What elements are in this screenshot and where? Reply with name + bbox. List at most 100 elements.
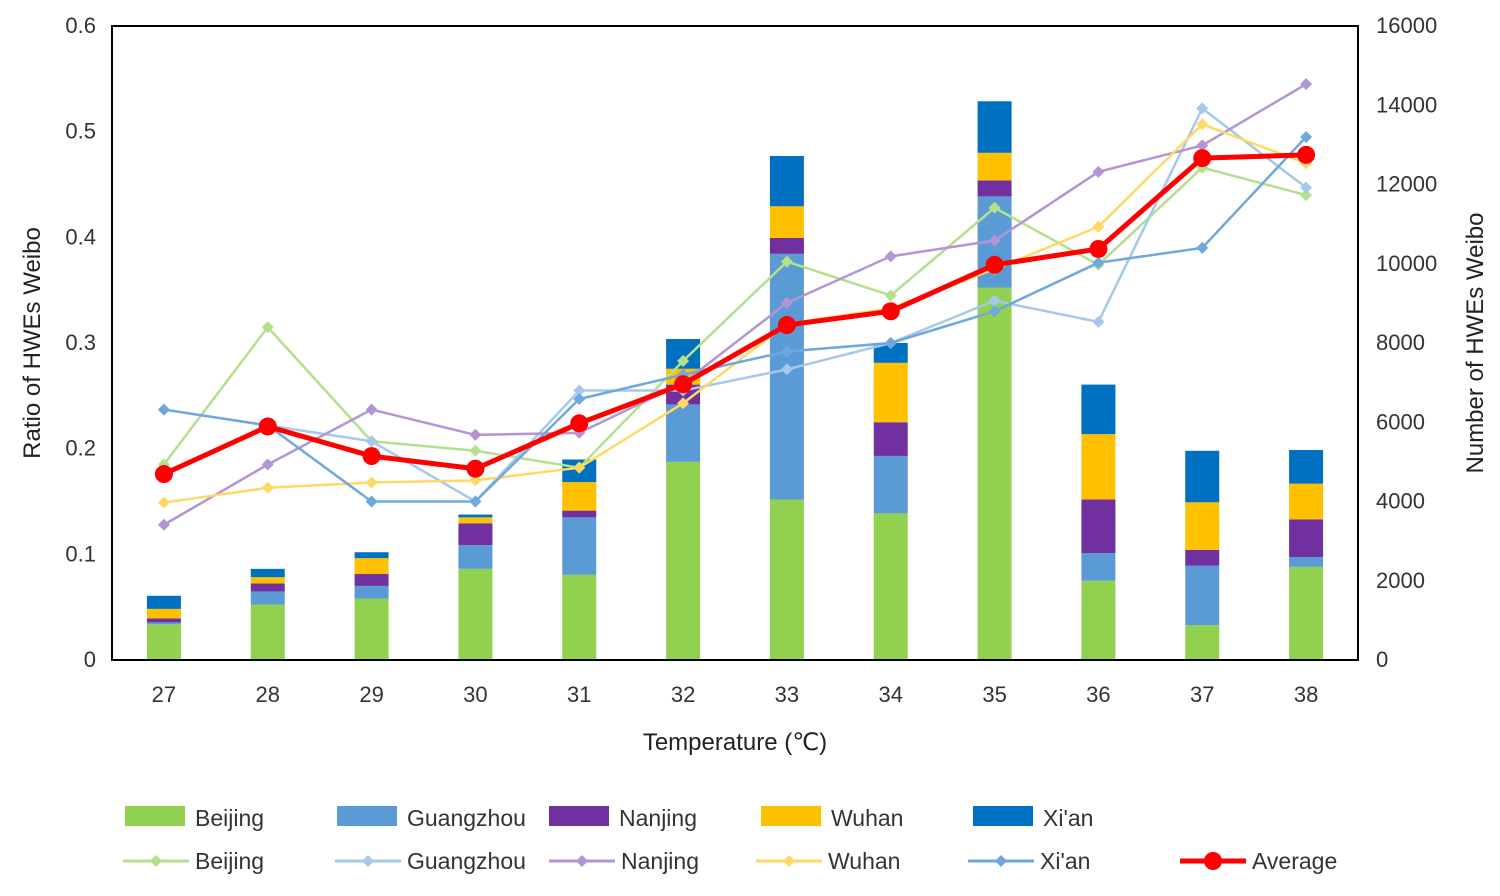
x-tick-label: 35 xyxy=(982,682,1006,707)
bar-guangzhou-31 xyxy=(562,517,597,575)
point-guangzhou-36 xyxy=(1092,315,1105,328)
point-average-29 xyxy=(362,447,381,466)
bar-nanjing-35 xyxy=(977,180,1012,197)
left-axis-title: Ratio of HWEs Weibo xyxy=(19,227,46,459)
left-tick-label: 0.1 xyxy=(65,541,96,566)
right-tick-label: 10000 xyxy=(1376,251,1437,276)
legend-swatch-bar xyxy=(973,806,1033,826)
point-nanjing-34 xyxy=(884,250,897,263)
point-guangzhou-31 xyxy=(573,384,586,397)
point-wuhan-28 xyxy=(261,481,274,494)
point-nanjing-28 xyxy=(261,458,274,471)
left-tick-label: 0.5 xyxy=(65,119,96,144)
bar-wuhan-38 xyxy=(1289,483,1324,520)
point-nanjing-38 xyxy=(1300,78,1313,91)
point-xian-36 xyxy=(1092,256,1105,269)
bar-nanjing-30 xyxy=(458,523,493,546)
right-tick-label: 0 xyxy=(1376,647,1388,672)
bar-wuhan-37 xyxy=(1185,502,1220,550)
point-xian-31 xyxy=(573,393,586,406)
x-tick-label: 38 xyxy=(1294,682,1318,707)
point-nanjing-27 xyxy=(157,518,170,531)
bar-guangzhou-36 xyxy=(1081,553,1116,581)
point-guangzhou-37 xyxy=(1196,102,1209,115)
point-wuhan-37 xyxy=(1196,118,1209,131)
right-tick-label: 16000 xyxy=(1376,13,1437,38)
point-xian-38 xyxy=(1300,130,1313,143)
bar-wuhan-28 xyxy=(250,577,285,584)
bar-wuhan-33 xyxy=(769,206,804,238)
bar-guangzhou-33 xyxy=(769,253,804,500)
bar-wuhan-36 xyxy=(1081,434,1116,500)
legend-marker xyxy=(576,855,588,867)
bar-beijing-32 xyxy=(666,461,701,660)
bar-guangzhou-27 xyxy=(146,622,181,625)
bar-beijing-36 xyxy=(1081,580,1116,660)
bars-layer xyxy=(146,101,1324,660)
bar-beijing-37 xyxy=(1185,625,1220,660)
point-guangzhou-35 xyxy=(988,294,1001,307)
bar-nanjing-38 xyxy=(1289,519,1324,557)
line-average xyxy=(162,152,1307,477)
bar-nanjing-36 xyxy=(1081,499,1116,554)
point-wuhan-29 xyxy=(365,476,378,489)
bar-xian-36 xyxy=(1081,384,1116,435)
legend-swatch-bar xyxy=(761,806,821,826)
x-tick-label: 30 xyxy=(463,682,487,707)
bar-beijing-34 xyxy=(873,513,908,660)
legend-marker xyxy=(1204,852,1222,870)
bar-beijing-28 xyxy=(250,604,285,660)
point-guangzhou-33 xyxy=(780,363,793,376)
point-beijing-38 xyxy=(1300,189,1313,202)
bar-xian-38 xyxy=(1289,449,1324,484)
point-guangzhou-29 xyxy=(365,435,378,448)
bar-guangzhou-30 xyxy=(458,545,493,569)
x-axis-ticks: 27 28 29 30 31 32 33 34 35 36 37 38 xyxy=(152,682,1319,707)
bar-beijing-31 xyxy=(562,574,597,660)
point-beijing-35 xyxy=(988,201,1001,214)
point-wuhan-36 xyxy=(1092,220,1105,233)
legend-swatch-bar xyxy=(125,806,185,826)
point-wuhan-31 xyxy=(573,461,586,474)
legend-label-bar: Beijing xyxy=(195,805,264,831)
bar-wuhan-35 xyxy=(977,152,1012,181)
left-tick-label: 0.6 xyxy=(65,13,96,38)
point-nanjing-37 xyxy=(1196,139,1209,152)
point-average-28 xyxy=(258,417,277,436)
right-tick-label: 12000 xyxy=(1376,172,1437,197)
bar-guangzhou-28 xyxy=(250,591,285,605)
bar-beijing-33 xyxy=(769,499,804,660)
left-tick-label: 0.4 xyxy=(65,224,96,249)
x-tick-label: 27 xyxy=(152,682,176,707)
point-nanjing-35 xyxy=(988,234,1001,247)
bar-wuhan-27 xyxy=(146,608,181,619)
line-xian xyxy=(163,136,1307,503)
bar-wuhan-29 xyxy=(354,558,389,575)
legend-swatch-bar xyxy=(549,806,609,826)
bar-beijing-35 xyxy=(977,287,1012,660)
x-tick-label: 29 xyxy=(359,682,383,707)
point-beijing-33 xyxy=(780,255,793,268)
legend-marker xyxy=(150,855,162,867)
lines-layer xyxy=(154,78,1316,531)
point-average-32 xyxy=(674,375,693,394)
point-wuhan-27 xyxy=(157,496,170,509)
point-average-31 xyxy=(570,414,589,433)
right-tick-label: 2000 xyxy=(1376,568,1425,593)
plot-frame xyxy=(111,25,1359,661)
point-average-34 xyxy=(881,302,900,321)
bar-guangzhou-38 xyxy=(1289,556,1324,567)
legend-label-bar: Guangzhou xyxy=(407,805,526,831)
x-tick-label: 34 xyxy=(879,682,903,707)
bar-nanjing-31 xyxy=(562,510,597,518)
legend-label-line: Nanjing xyxy=(621,848,699,874)
bar-guangzhou-32 xyxy=(666,404,701,462)
point-average-33 xyxy=(777,316,796,335)
point-beijing-28 xyxy=(261,321,274,334)
bar-nanjing-27 xyxy=(146,618,181,623)
left-tick-label: 0.2 xyxy=(65,436,96,461)
right-tick-label: 14000 xyxy=(1376,92,1437,117)
point-average-36 xyxy=(1089,239,1108,258)
